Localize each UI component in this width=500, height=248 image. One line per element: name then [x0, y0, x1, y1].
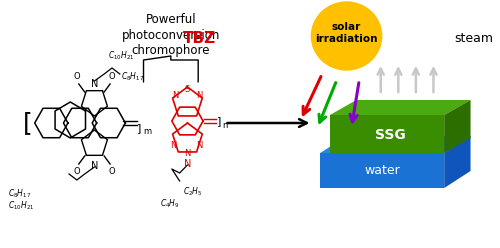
Polygon shape: [330, 100, 470, 115]
Text: n: n: [222, 122, 228, 130]
Text: SSG: SSG: [375, 128, 406, 142]
Text: O: O: [74, 72, 80, 81]
Text: Powerful
photoconversion
chromophore: Powerful photoconversion chromophore: [122, 13, 220, 57]
Text: N: N: [196, 91, 202, 99]
Text: ]: ]: [137, 123, 141, 133]
Text: N: N: [170, 141, 177, 150]
Text: $C_{10}H_{21}$: $C_{10}H_{21}$: [108, 50, 134, 62]
Text: N: N: [90, 161, 98, 171]
Polygon shape: [320, 153, 444, 188]
Text: O: O: [74, 167, 80, 176]
Text: $C_{2}H_{5}$: $C_{2}H_{5}$: [182, 185, 202, 197]
Text: [: [: [22, 111, 32, 135]
Text: TBZ: TBZ: [182, 31, 216, 46]
Polygon shape: [320, 136, 470, 153]
Text: N: N: [196, 141, 202, 150]
Text: $C_{10}H_{21}$: $C_{10}H_{21}$: [8, 199, 34, 212]
Text: N: N: [172, 91, 179, 99]
Text: steam: steam: [454, 31, 493, 44]
Polygon shape: [444, 100, 470, 153]
Text: solar
irradiation: solar irradiation: [316, 22, 378, 44]
Text: $C_{8}H_{17}$: $C_{8}H_{17}$: [121, 71, 144, 83]
Text: ]: ]: [216, 116, 221, 126]
Text: m: m: [143, 127, 151, 136]
Text: N: N: [184, 149, 190, 157]
Text: O: O: [108, 72, 116, 81]
Ellipse shape: [312, 2, 382, 70]
Text: water: water: [365, 164, 400, 178]
Text: S: S: [185, 85, 190, 93]
Text: $C_{8}H_{17}$: $C_{8}H_{17}$: [8, 188, 31, 200]
Text: N: N: [90, 79, 98, 89]
Polygon shape: [444, 136, 470, 188]
Text: $C_{4}H_{9}$: $C_{4}H_{9}$: [160, 197, 180, 210]
Text: O: O: [108, 167, 116, 176]
Text: N: N: [184, 159, 191, 169]
Polygon shape: [330, 115, 444, 153]
